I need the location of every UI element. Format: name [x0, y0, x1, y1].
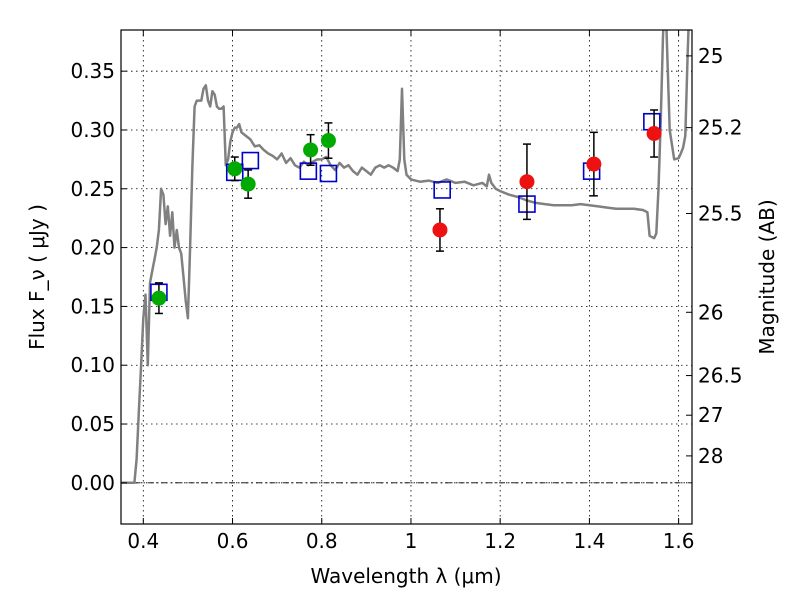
y-axis-label: Flux F_ν ( μJy )	[25, 204, 49, 350]
tick-label-layer: 0.4 0.6 0.8 1 1.2 1.4 1.6 0.00 0.05 0.10 0.15 0.20 0…	[70, 44, 742, 553]
x-tick-label: 0.4	[127, 529, 159, 553]
x-tick-label: 0.6	[217, 529, 249, 553]
model-flux-square	[241, 151, 260, 170]
x-tick-label: 1.2	[484, 529, 516, 553]
observed-flux-point	[432, 222, 448, 238]
observed-flux-point	[240, 176, 256, 192]
y-tick-label: 0.20	[70, 236, 115, 260]
y-tick-label: 0.30	[70, 118, 115, 142]
y-tick-label: 0.15	[70, 294, 115, 318]
model-flux-square	[299, 162, 318, 180]
tick-layer	[121, 30, 692, 524]
x-tick-label: 1	[405, 529, 418, 553]
observed-flux-point	[519, 174, 535, 190]
y2-tick-label: 26	[698, 300, 723, 324]
observed-flux-point	[151, 290, 167, 306]
model-flux-square	[319, 164, 338, 183]
observed-flux-point	[303, 142, 319, 158]
spectrum-layer	[121, 30, 690, 485]
y-tick-label: 0.05	[70, 412, 115, 436]
observed-flux-point	[586, 156, 602, 172]
y2-tick-label: 26.5	[698, 364, 743, 388]
observed-flux-point	[320, 133, 336, 149]
x-tick-label: 0.8	[306, 529, 338, 553]
observed-flux-point	[227, 161, 243, 177]
y-tick-label: 0.00	[70, 471, 115, 495]
x-axis-label: Wavelength λ (μm)	[310, 564, 501, 588]
y-tick-label: 0.25	[70, 177, 115, 201]
y2-tick-label: 27	[698, 403, 723, 427]
model-flux-square	[433, 181, 451, 199]
observed-flux-point	[646, 126, 662, 142]
y-tick-label: 0.35	[70, 59, 115, 83]
y2-tick-label: 28	[698, 444, 723, 468]
x-tick-label: 1.4	[573, 529, 605, 553]
y-tick-label: 0.10	[70, 353, 115, 377]
plot-frame	[120, 29, 693, 525]
model-spectrum-line	[121, 30, 690, 485]
grid-layer	[121, 30, 692, 524]
y2-axis-label: Magnitude (AB)	[755, 199, 779, 354]
point-layer	[151, 126, 662, 306]
y2-tick-label: 25.5	[698, 201, 743, 225]
y2-tick-label: 25	[698, 44, 723, 68]
y2-tick-label: 25.2	[698, 116, 743, 140]
square-layer	[150, 112, 661, 302]
x-tick-label: 1.6	[663, 529, 695, 553]
